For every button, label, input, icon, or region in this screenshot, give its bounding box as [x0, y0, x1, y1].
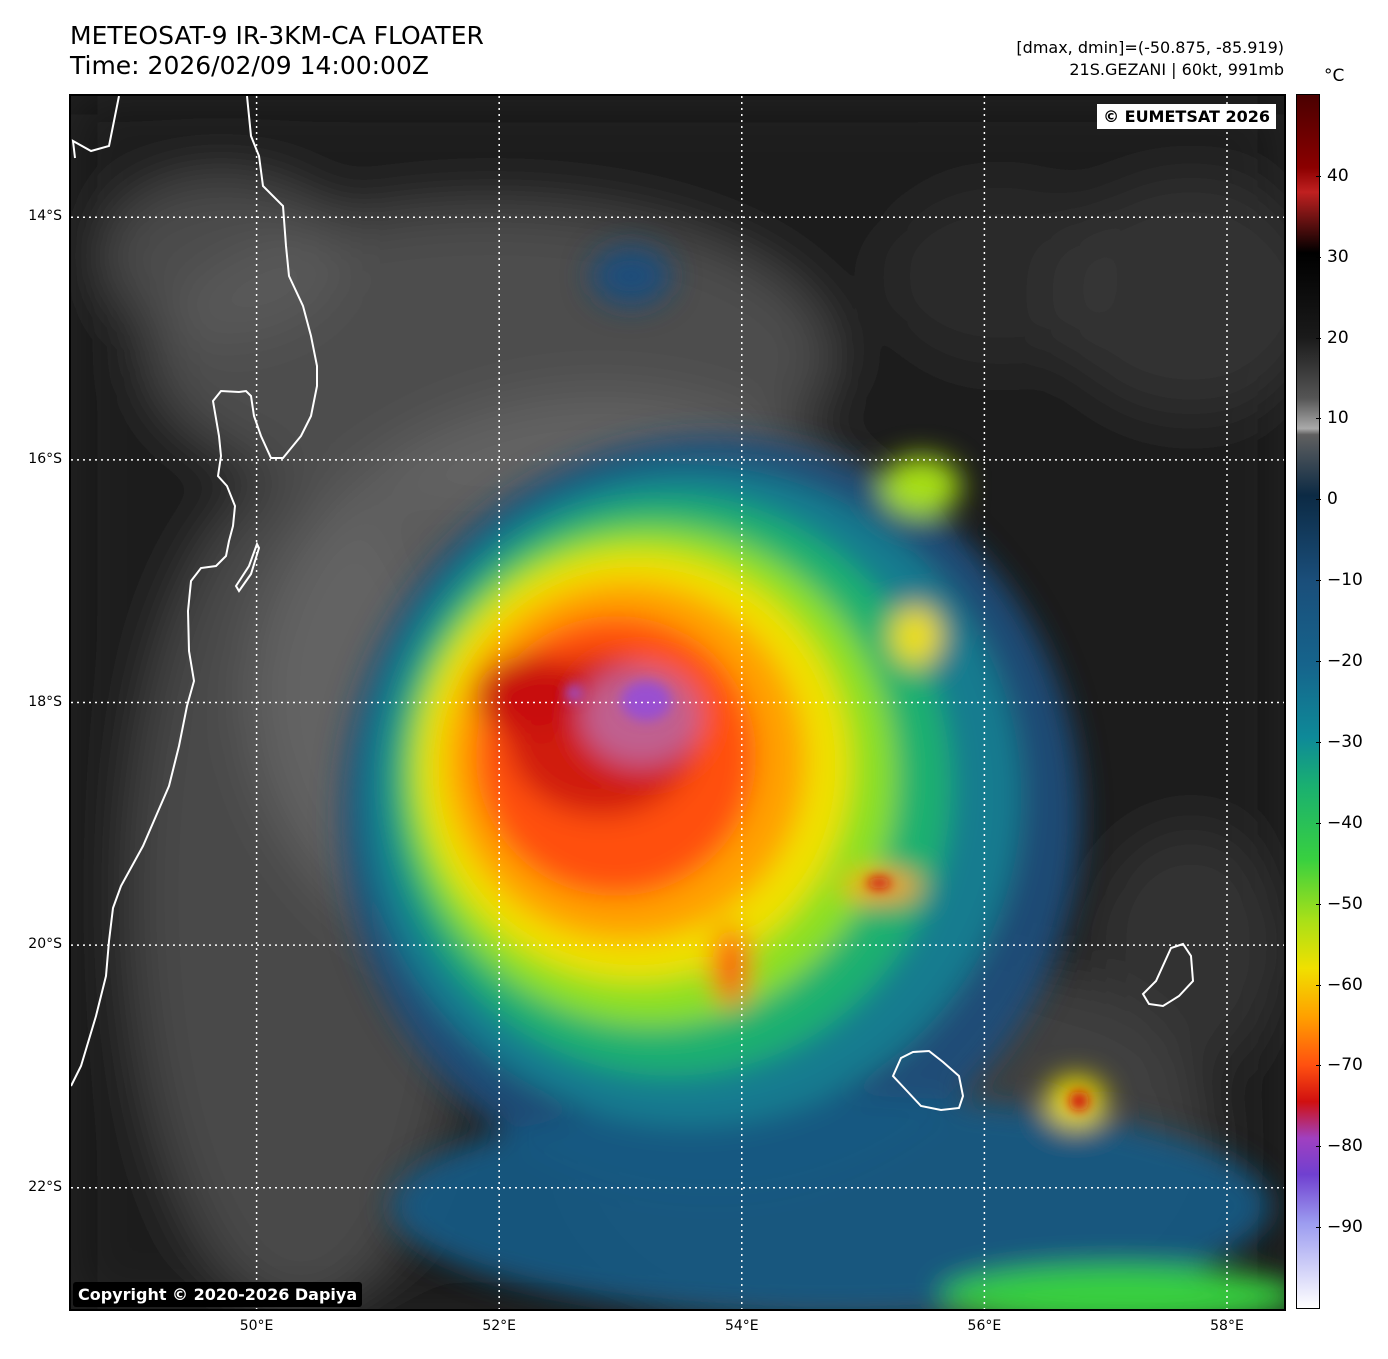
- eumetsat-copyright: © EUMETSAT 2026: [1097, 104, 1276, 129]
- colorbar-tick-label: 40: [1327, 165, 1349, 186]
- colorbar-tick-label: −90: [1327, 1217, 1363, 1238]
- satellite-image: [71, 96, 1284, 1309]
- lat-label: 20°S: [28, 936, 62, 953]
- colorbar-tick-label: −30: [1327, 731, 1363, 752]
- colorbar-tick-mark: [1316, 1065, 1321, 1067]
- colorbar-tick-label: −10: [1327, 570, 1363, 591]
- lon-label: 58°E: [1210, 1318, 1244, 1334]
- coastlines: [71, 96, 1195, 1112]
- colorbar-tick-mark: [1316, 1227, 1321, 1229]
- graticule: [71, 96, 1284, 1309]
- colorbar-tick-mark: [1316, 903, 1321, 905]
- colorbar-tick-label: 0: [1327, 489, 1338, 510]
- satellite-map[interactable]: © EUMETSAT 2026 Copyright © 2020-2026 Da…: [69, 94, 1286, 1311]
- colorbar-tick-mark: [1316, 175, 1321, 177]
- colorbar-unit: °C: [1324, 66, 1345, 86]
- colorbar-tick-label: 30: [1327, 246, 1349, 267]
- lon-label: 56°E: [967, 1318, 1002, 1334]
- colorbar-tick-label: −20: [1327, 651, 1363, 672]
- colorbar-tick-label: −70: [1327, 1055, 1363, 1076]
- colorbar-tick-mark: [1316, 1146, 1321, 1148]
- colorbar-tick-label: 10: [1327, 408, 1349, 429]
- temperature-range: [dmax, dmin]=(-50.875, -85.919): [1016, 38, 1284, 57]
- colorbar-tick-mark: [1316, 256, 1321, 258]
- lat-label: 22°S: [28, 1178, 62, 1195]
- mauritius-island: [1141, 942, 1195, 1008]
- lat-label: 18°S: [28, 693, 62, 710]
- colorbar-tick-mark: [1316, 337, 1321, 339]
- lon-label: 50°E: [239, 1318, 274, 1334]
- colorbar-tick-mark: [1316, 499, 1321, 501]
- chart-title: METEOSAT-9 IR-3KM-CA FLOATER: [70, 21, 484, 50]
- madagascar-coastline: [71, 96, 318, 1087]
- lat-label: 16°S: [28, 450, 62, 467]
- colorbar-tick-label: −50: [1327, 893, 1363, 914]
- colorbar-tick-label: −60: [1327, 974, 1363, 995]
- colorbar-tick-label: −40: [1327, 812, 1363, 833]
- lon-label: 54°E: [724, 1318, 759, 1334]
- colorbar-tick-mark: [1316, 741, 1321, 743]
- colorbar-tick-mark: [1316, 822, 1321, 824]
- colorbar-tick-mark: [1316, 580, 1321, 582]
- colorbar-tick-label: 20: [1327, 327, 1349, 348]
- cyclone-cloud-shield: [341, 246, 1284, 1309]
- colorbar-tick-mark: [1316, 418, 1321, 420]
- dapiya-copyright: Copyright © 2020-2026 Dapiya: [73, 1282, 363, 1307]
- cyclone-core: [566, 681, 1089, 1111]
- lat-label: 14°S: [28, 208, 62, 225]
- chart-time: Time: 2026/02/09 14:00:00Z: [70, 51, 429, 80]
- colorbar-tick-mark: [1316, 661, 1321, 663]
- reunion-island: [891, 1049, 965, 1112]
- colorbar-tick-label: −80: [1327, 1136, 1363, 1157]
- colorbar-tick-mark: [1316, 984, 1321, 986]
- lon-label: 52°E: [482, 1318, 517, 1334]
- storm-info: 21S.GEZANI | 60kt, 991mb: [1069, 60, 1284, 79]
- temperature-colorbar: [1296, 94, 1320, 1309]
